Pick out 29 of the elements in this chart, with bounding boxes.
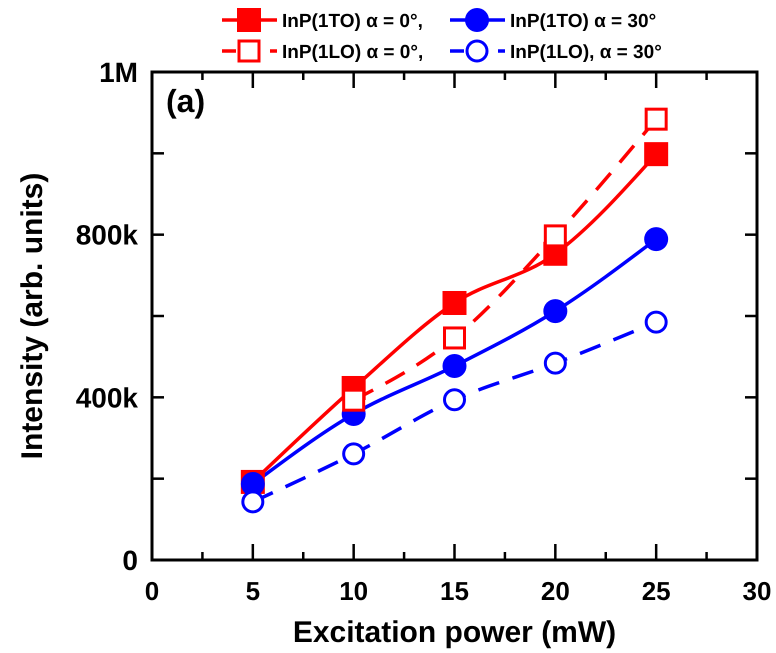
x-tick-label: 10 xyxy=(339,576,368,606)
point xyxy=(443,388,466,412)
point xyxy=(442,354,466,378)
x-tick-label: 0 xyxy=(144,576,160,606)
x-axis-title: Excitation power (mW) xyxy=(292,616,616,649)
point xyxy=(543,299,568,324)
point xyxy=(644,108,668,131)
y-tick-label: 1M xyxy=(99,57,138,88)
x-tick-label: 20 xyxy=(540,576,570,606)
x-tick-label: 5 xyxy=(246,576,260,606)
point xyxy=(544,352,567,375)
x-tick-label: 25 xyxy=(642,576,671,606)
point xyxy=(442,290,466,315)
annotation: (a) xyxy=(166,83,206,119)
legend-label: InP(1LO), α = 30° xyxy=(510,42,662,63)
legend-label: InP(1LO) α = 0°, xyxy=(282,42,424,63)
x-tick-label: 15 xyxy=(440,576,469,606)
point xyxy=(644,310,668,334)
legend-label: InP(1TO) α = 0°, xyxy=(282,11,423,32)
legend-label: InP(1TO) α = 30° xyxy=(510,11,656,32)
x-tick-label: 30 xyxy=(742,576,772,606)
y-tick-label: 0 xyxy=(122,545,138,576)
y-tick-label: 400k xyxy=(76,382,138,414)
point xyxy=(443,326,466,350)
y-tick-label: 800k xyxy=(76,220,138,251)
point xyxy=(644,142,668,166)
y-axis-title: Intensity (arb. units) xyxy=(16,172,49,460)
point xyxy=(342,442,366,466)
point xyxy=(644,227,668,252)
